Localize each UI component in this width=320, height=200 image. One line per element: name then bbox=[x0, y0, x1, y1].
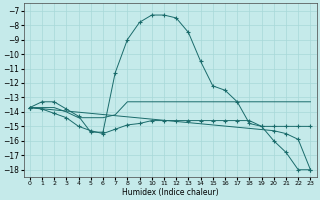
X-axis label: Humidex (Indice chaleur): Humidex (Indice chaleur) bbox=[122, 188, 218, 197]
